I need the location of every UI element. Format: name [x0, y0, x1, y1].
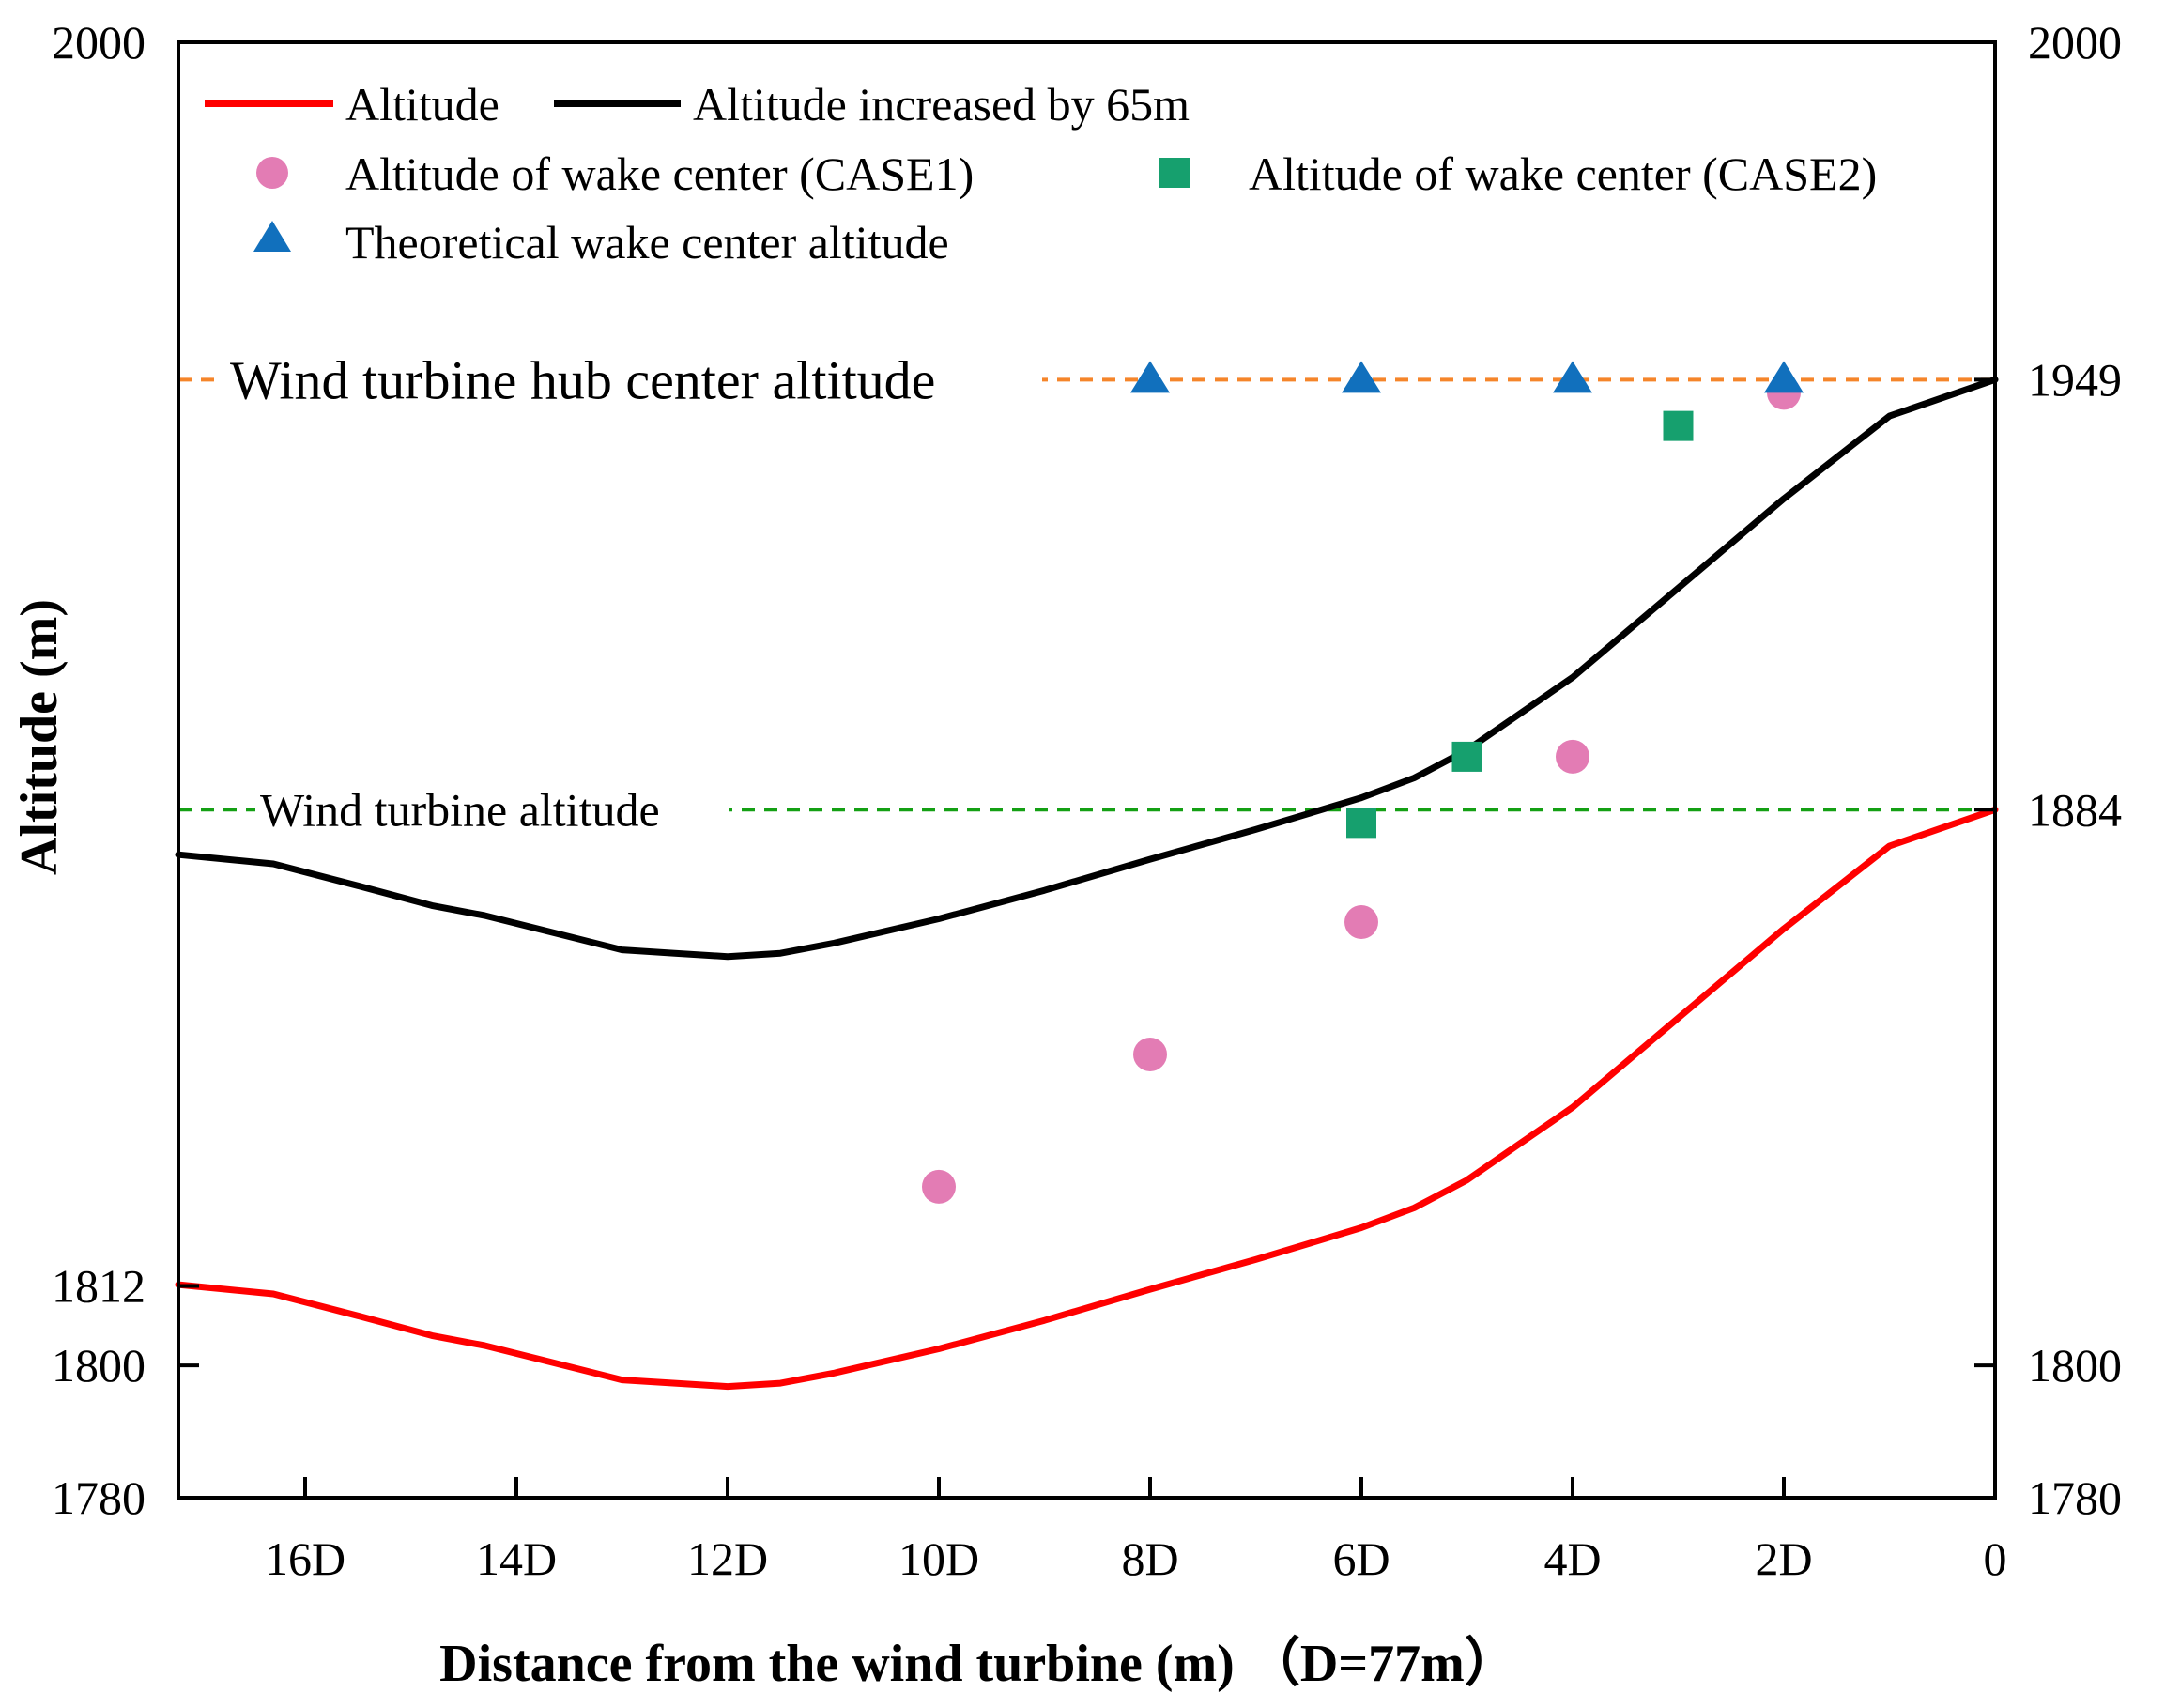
marker-circle-2-0 [922, 1169, 956, 1204]
legend-label-case2: Altitude of wake center (CASE2) [1249, 147, 1877, 200]
x-tick-label-6: 4D [1543, 1532, 1601, 1585]
legend-label-altitude-65: Altitude increased by 65m [693, 78, 1190, 131]
y-axis-title: Altitude (m) [10, 599, 69, 875]
marker-square-3-2 [1663, 410, 1694, 441]
left-y-axis-ticks: 2000 1812 1800 1780 [52, 16, 199, 1524]
left-y-tick-label-0: 2000 [52, 16, 146, 69]
marker-circle-2-3 [1556, 739, 1589, 774]
plot-area [178, 42, 1995, 1498]
left-y-tick-label-3: 1780 [52, 1471, 146, 1524]
marker-circle-2-2 [1344, 905, 1378, 940]
hub-label-background [221, 353, 1042, 407]
hub-altitude-label: Wind turbine hub center altitude [230, 349, 935, 410]
right-y-tick-label-0: 2000 [2028, 16, 2122, 69]
x-tick-label-8: 0 [1984, 1532, 2007, 1585]
left-y-tick-label-1: 1812 [52, 1260, 146, 1313]
plot-frame [177, 40, 1997, 1500]
marker-triangle-4-3 [1764, 361, 1804, 393]
legend-marker-case1 [256, 157, 288, 189]
turbine-label-background [255, 787, 729, 833]
series-lines [175, 376, 1999, 1391]
legend: Altitude Altitude increased by 65m Altit… [205, 78, 1877, 269]
right-y-tick-label-4: 1780 [2028, 1471, 2122, 1524]
x-tick-label-5: 6D [1332, 1532, 1390, 1585]
right-y-tick-label-1: 1949 [2028, 353, 2122, 406]
x-tick-label-0: 16D [265, 1532, 345, 1585]
right-y-tick-label-3: 1800 [2028, 1339, 2122, 1392]
right-y-axis-ticks: 2000 1949 1884 1800 1780 [1974, 16, 2122, 1524]
legend-marker-case2 [1159, 158, 1190, 188]
marker-triangle-4-0 [1130, 361, 1170, 393]
altitude-plus-65-line [175, 376, 1999, 961]
legend-label-case1: Altitude of wake center (CASE1) [345, 147, 974, 200]
marker-triangle-4-1 [1342, 361, 1381, 393]
x-axis-ticks: 16D 14D 12D 10D 8D 6D 4D 2D 0 [265, 1477, 2007, 1585]
legend-label-altitude: Altitude [345, 78, 499, 131]
altitude-line [175, 806, 1999, 1391]
marker-triangle-4-2 [1553, 361, 1592, 393]
x-tick-label-1: 14D [476, 1532, 557, 1585]
left-y-tick-label-2: 1800 [52, 1339, 146, 1392]
legend-marker-theoretical [253, 221, 291, 252]
x-axis-title: Distance from the wind turbine (m) （D=77… [439, 1634, 1517, 1693]
right-y-tick-label-2: 1884 [2028, 783, 2122, 836]
scatter-markers [922, 361, 1804, 1204]
marker-square-3-1 [1451, 741, 1482, 772]
x-tick-label-4: 8D [1121, 1532, 1178, 1585]
turbine-altitude-label: Wind turbine altitude [260, 783, 660, 836]
x-tick-label-3: 10D [898, 1532, 979, 1585]
marker-circle-2-1 [1133, 1037, 1167, 1071]
x-tick-label-7: 2D [1755, 1532, 1812, 1585]
reference-lines: Wind turbine hub center altitude Wind tu… [178, 349, 1995, 836]
marker-square-3-0 [1346, 808, 1376, 839]
legend-label-theoretical: Theoretical wake center altitude [345, 216, 949, 269]
x-tick-label-2: 12D [687, 1532, 768, 1585]
